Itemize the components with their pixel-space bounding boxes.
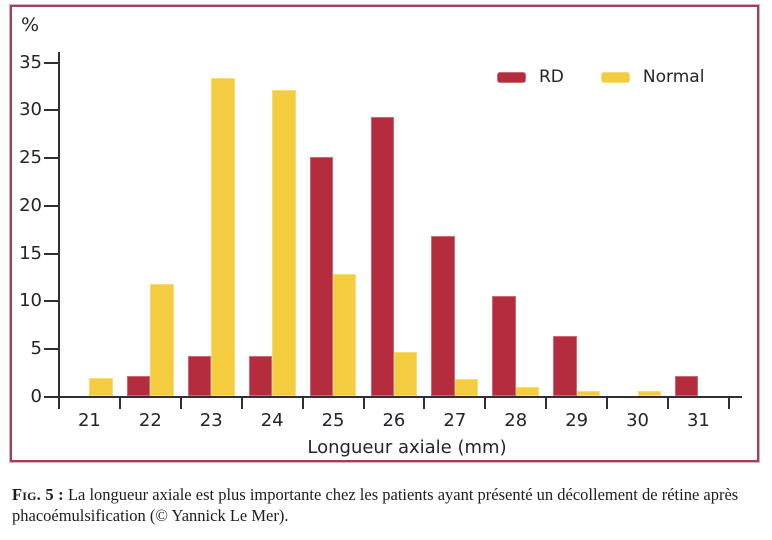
y-tick-label: 20	[19, 194, 42, 216]
x-tick	[606, 396, 609, 409]
y-axis-unit-label: %	[21, 14, 40, 36]
legend-swatch-rd	[497, 72, 526, 83]
bar-normal-22	[150, 284, 174, 396]
y-tick	[44, 300, 60, 303]
x-tick	[240, 396, 243, 409]
caption-label: Fig. 5 :	[12, 485, 64, 504]
bar-rd-23	[187, 355, 212, 396]
x-tick	[118, 396, 121, 409]
x-axis-line	[58, 396, 742, 398]
x-tick	[484, 396, 487, 409]
y-tick	[44, 61, 60, 64]
x-tick-label: 21	[77, 410, 101, 431]
x-tick	[58, 396, 60, 409]
x-tick	[423, 396, 426, 409]
bar-normal-28	[515, 387, 540, 396]
x-tick	[727, 396, 730, 409]
y-axis-line	[58, 52, 60, 408]
y-tick-label: 30	[19, 99, 42, 121]
y-tick-label: 25	[19, 147, 42, 169]
y-tick-label: 15	[19, 242, 42, 264]
x-tick-label: 25	[321, 410, 345, 431]
legend-swatch-normal	[600, 72, 630, 83]
y-tick	[44, 109, 60, 112]
bar-rd-27	[431, 236, 455, 396]
x-tick	[301, 396, 304, 409]
chart-panel: % 0 5 10 15 20 25 30 35 21 22 23 24 25 26 27 28 29 30 31 …	[10, 5, 759, 462]
y-tick-label: 5	[30, 338, 42, 360]
x-tick	[667, 396, 669, 409]
bar-normal-24	[272, 90, 296, 396]
x-tick-label: 28	[504, 410, 528, 431]
bar-normal-25	[333, 273, 357, 396]
y-tick-label: 10	[19, 290, 42, 312]
caption-text: La longueur axiale est plus importante c…	[12, 485, 739, 525]
bar-normal-26	[393, 352, 418, 396]
bar-normal-23	[211, 77, 235, 396]
figure-caption: Fig. 5 : La longueur axiale est plus imp…	[12, 484, 762, 526]
x-tick	[545, 396, 548, 409]
x-tick	[362, 396, 365, 409]
bar-rd-29	[553, 335, 577, 396]
x-tick	[179, 396, 182, 409]
x-tick-label: 30	[626, 410, 649, 431]
x-tick-label: 31	[686, 410, 710, 431]
x-tick-label: 26	[382, 410, 406, 431]
bar-rd-25	[309, 157, 334, 396]
bar-normal-30	[637, 391, 661, 396]
y-tick	[44, 252, 60, 255]
bar-normal-21	[89, 377, 113, 396]
x-tick-label: 24	[260, 410, 284, 431]
bar-normal-27	[454, 378, 479, 396]
legend-label-normal: Normal	[642, 67, 705, 87]
y-tick	[44, 204, 60, 207]
bar-rd-31	[675, 375, 699, 396]
bar-rd-28	[492, 295, 516, 396]
legend-entry-rd: RD	[497, 69, 564, 86]
legend-entry-normal: Normal	[600, 67, 705, 87]
y-tick	[44, 157, 60, 160]
y-tick-label: 35	[19, 51, 42, 73]
x-tick-label: 22	[138, 410, 162, 431]
x-tick-label: 27	[443, 410, 467, 431]
legend: RD Normal	[497, 69, 704, 86]
bar-normal-29	[576, 391, 601, 396]
legend-label-rd: RD	[539, 67, 564, 87]
bar-rd-26	[370, 117, 394, 396]
bar-rd-24	[248, 355, 273, 396]
x-tick-label: 29	[565, 410, 589, 431]
y-tick	[44, 348, 60, 351]
x-axis-title: Longueur axiale (mm)	[307, 437, 507, 458]
y-tick-label: 0	[30, 386, 42, 407]
y-tick	[44, 396, 60, 398]
bar-rd-22	[126, 375, 151, 396]
x-tick-label: 23	[199, 410, 223, 431]
